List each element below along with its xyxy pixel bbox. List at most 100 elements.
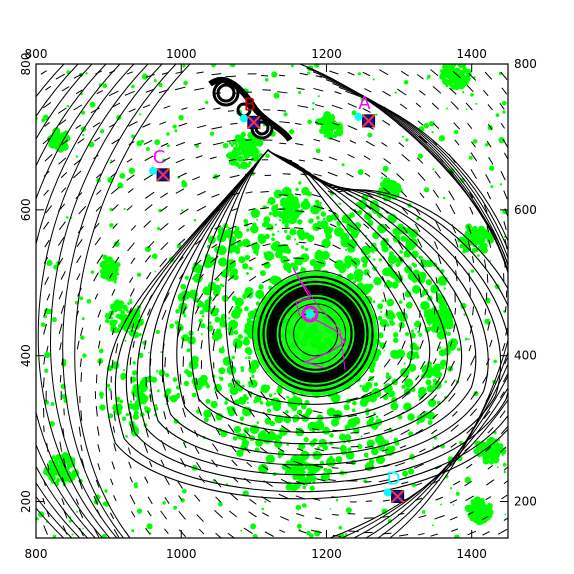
emission-speck (307, 71, 311, 75)
vector-segment (486, 226, 490, 233)
vector-segment (80, 410, 83, 421)
vector-segment (487, 464, 494, 470)
emission-speck (438, 346, 442, 350)
emission-speck (345, 507, 352, 514)
vector-segment (95, 405, 98, 417)
vector-segment (75, 89, 83, 95)
emission-blob (386, 323, 390, 327)
emission-speck (314, 387, 317, 390)
vector-segment (175, 158, 185, 164)
emission-speck (221, 271, 226, 276)
vector-segment (312, 464, 323, 468)
vector-segment (75, 124, 82, 129)
emission-speck (427, 419, 433, 425)
emission-blob (362, 247, 367, 251)
contour-ring (262, 280, 369, 387)
vector-segment (296, 448, 304, 452)
emission-blob (330, 393, 341, 404)
vector-segment (128, 461, 132, 469)
emission-speck (67, 462, 72, 467)
emission-speck (386, 226, 388, 229)
emission-blob (293, 397, 303, 407)
emission-blob (48, 141, 55, 148)
vector-segment (97, 463, 101, 471)
vector-segment (482, 531, 490, 536)
emission-blob (240, 161, 249, 170)
vector-segment (42, 137, 50, 145)
vector-segment (111, 204, 119, 211)
emission-speck (493, 359, 498, 364)
vector-segment (485, 174, 491, 184)
vector-segment (466, 463, 473, 469)
emission-blob (56, 137, 61, 143)
emission-speck (405, 138, 409, 142)
vector-segment (160, 510, 168, 520)
emission-blob (412, 285, 421, 294)
emission-speck (188, 348, 191, 351)
vector-segment (401, 391, 411, 400)
emission-blob (480, 514, 485, 519)
emission-speck (182, 488, 187, 494)
emission-blob (121, 416, 127, 421)
emission-speck (374, 339, 381, 346)
vector-segment (58, 257, 64, 266)
emission-blob (203, 409, 212, 418)
emission-blob (227, 226, 230, 229)
emission-speck (290, 64, 294, 68)
emission-blob (285, 212, 290, 217)
emission-speck (382, 165, 389, 172)
emission-blob (300, 403, 307, 410)
vector-segment (470, 391, 478, 400)
emission-blob (366, 455, 369, 458)
vector-segment (484, 308, 487, 315)
emission-blob (284, 344, 292, 352)
vector-segment (379, 69, 389, 76)
emission-blob (200, 323, 206, 329)
emission-blob (389, 321, 395, 327)
emission-blob (213, 331, 220, 338)
emission-blob (265, 385, 271, 391)
emission-blob (320, 211, 327, 217)
vector-segment (179, 208, 189, 215)
vector-segment (450, 379, 456, 387)
emission-blob (104, 266, 111, 273)
emission-blob (315, 216, 320, 220)
vector-segment (383, 292, 387, 302)
vector-segment (401, 340, 406, 350)
emission-speck (175, 309, 180, 314)
emission-blob (258, 463, 269, 474)
vector-segment (384, 223, 390, 230)
emission-blob (129, 298, 132, 302)
vector-segment (383, 324, 386, 331)
vector-segment (196, 71, 204, 74)
vector-segment (210, 412, 216, 422)
emission-blob (134, 312, 141, 319)
emission-blob (100, 272, 107, 279)
vector-segment (382, 499, 390, 502)
vector-segment (225, 75, 236, 78)
vector-segment (361, 391, 372, 398)
emission-blob (471, 248, 477, 254)
vector-segment (452, 322, 456, 333)
emission-speck (427, 74, 431, 79)
emission-blob (298, 211, 302, 215)
emission-speck (66, 104, 70, 108)
emission-blob (411, 262, 415, 266)
emission-speck (166, 132, 170, 136)
vector-segment (147, 510, 152, 517)
vector-segment (382, 119, 391, 126)
emission-speck (438, 135, 446, 142)
emission-speck (463, 313, 466, 316)
y-tick-label-right: 600 (514, 203, 537, 217)
vector-segment (452, 411, 458, 417)
emission-blob (290, 197, 298, 206)
vector-segment (108, 90, 119, 97)
emission-speck (104, 489, 108, 493)
emission-blob (362, 283, 372, 294)
emission-blob (372, 300, 376, 304)
emission-blob (487, 447, 494, 453)
vector-segment (246, 242, 258, 248)
vector-segment (194, 306, 200, 315)
emission-speck (244, 153, 250, 158)
emission-speck (383, 349, 386, 352)
